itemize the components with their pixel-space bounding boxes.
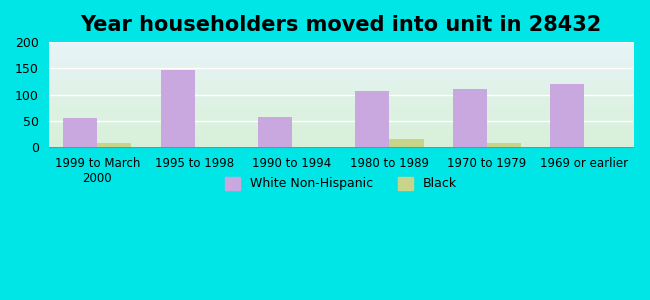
Title: Year householders moved into unit in 28432: Year householders moved into unit in 284… bbox=[80, 15, 601, 35]
Bar bbox=[550, 84, 584, 147]
Bar bbox=[63, 118, 98, 147]
Bar bbox=[258, 117, 292, 147]
Bar bbox=[161, 70, 195, 147]
Bar bbox=[453, 89, 487, 147]
Bar bbox=[356, 92, 389, 147]
Legend: White Non-Hispanic, Black: White Non-Hispanic, Black bbox=[220, 172, 462, 196]
Bar bbox=[98, 143, 131, 147]
Bar bbox=[389, 139, 424, 147]
Bar bbox=[487, 143, 521, 147]
